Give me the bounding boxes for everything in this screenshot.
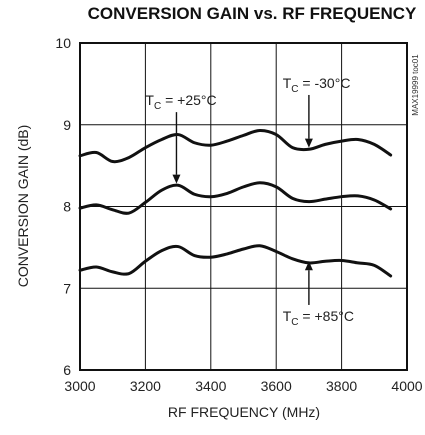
- series-lines: [78, 128, 393, 278]
- series-line-0: [78, 128, 393, 164]
- annotation-arrowhead: [172, 174, 181, 184]
- series-line-2: [78, 244, 393, 278]
- x-tick-label: 3800: [326, 378, 357, 394]
- y-tick-labels: 6 7 8 9 10: [55, 35, 71, 378]
- grid: [80, 43, 407, 370]
- y-tick-label: 9: [63, 117, 71, 133]
- x-tick-label: 3000: [64, 378, 95, 394]
- x-axis-label: RF FREQUENCY (MHz): [168, 404, 320, 420]
- annotation-arrowhead: [304, 261, 313, 271]
- y-tick-label: 8: [63, 199, 71, 215]
- y-tick-label: 10: [55, 35, 71, 51]
- y-axis-label: CONVERSION GAIN (dB): [15, 125, 31, 288]
- series-annotation: TC = -30°C: [283, 75, 351, 95]
- series-annotation: TC = +85°C: [283, 308, 354, 328]
- part-code-label: MAX19999 toc01: [411, 54, 420, 116]
- series-line-1: [78, 181, 393, 215]
- annotation-arrowhead: [304, 138, 313, 148]
- y-tick-label: 6: [63, 362, 71, 378]
- x-tick-label: 3200: [130, 378, 161, 394]
- chart-title: CONVERSION GAIN vs. RF FREQUENCY: [88, 4, 417, 23]
- x-tick-label: 4000: [391, 378, 422, 394]
- annotations: TC = +25°C TC = -30°C TC = +85°C: [145, 75, 354, 328]
- x-tick-label: 3400: [195, 378, 226, 394]
- series-annotation: TC = +25°C: [145, 92, 216, 112]
- x-tick-labels: 3000 3200 3400 3600 3800 4000: [64, 378, 422, 394]
- x-tick-label: 3600: [261, 378, 292, 394]
- y-tick-label: 7: [63, 280, 71, 296]
- plot-frame: [79, 42, 408, 371]
